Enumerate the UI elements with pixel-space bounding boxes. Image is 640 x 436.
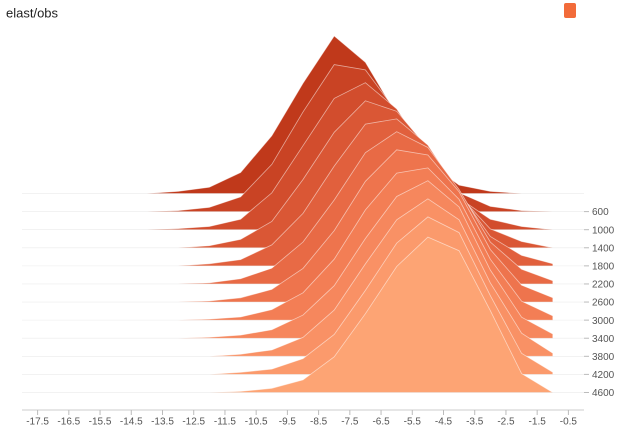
step-tick-label: 1000 — [592, 225, 615, 236]
step-tick-label: 1800 — [592, 262, 615, 273]
step-tick-label: 4600 — [592, 388, 615, 399]
x-tick-label: -12.5 — [182, 417, 205, 428]
x-tick-label: -16.5 — [57, 417, 80, 428]
x-tick-label: -10.5 — [245, 417, 268, 428]
toggle-button[interactable] — [564, 3, 576, 18]
x-tick-label: -1.5 — [529, 417, 547, 428]
x-tick-label: -17.5 — [26, 417, 49, 428]
x-tick-label: -5.5 — [404, 417, 422, 428]
x-tick-label: -8.5 — [310, 417, 328, 428]
step-tick-label: 2600 — [592, 298, 615, 309]
x-tick-label: -14.5 — [120, 417, 143, 428]
x-tick-label: -4.5 — [435, 417, 453, 428]
step-tick-label: 4200 — [592, 370, 615, 381]
x-tick-label: -13.5 — [151, 417, 174, 428]
step-tick-label: 3400 — [592, 334, 615, 345]
step-tick-label: 600 — [592, 207, 609, 218]
x-tick-label: -6.5 — [372, 417, 390, 428]
ridge-area — [21, 236, 554, 393]
x-tick-label: -11.5 — [214, 417, 236, 428]
x-tick-label: -2.5 — [497, 417, 515, 428]
step-tick-label: 3800 — [592, 352, 615, 363]
step-tick-label: 3000 — [592, 316, 615, 327]
x-tick-label: -7.5 — [341, 417, 359, 428]
axes: 600 1000 1400 1800 2200 2600 3000 3400 3800 4200 4… — [22, 207, 615, 428]
x-tick-label: -3.5 — [466, 417, 484, 428]
ridges — [21, 35, 584, 393]
step-tick-label: 1400 — [592, 243, 615, 254]
chart-title: elast/obs — [6, 5, 59, 20]
step-tick-label: 2200 — [592, 280, 615, 291]
x-tick-label: -0.5 — [560, 417, 578, 428]
x-tick-label: -9.5 — [279, 417, 297, 428]
x-tick-label: -15.5 — [89, 417, 112, 428]
